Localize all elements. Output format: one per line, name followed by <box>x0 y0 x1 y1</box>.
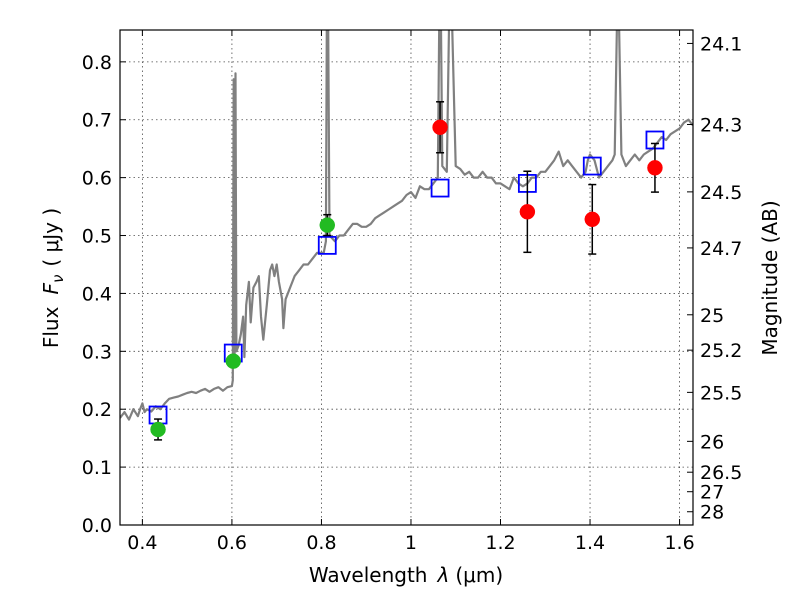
y2-tick-label: 24.7 <box>700 238 742 260</box>
y2-tick-label: 25.2 <box>700 340 742 362</box>
y-axis-label: FluxFν( μJy ) <box>39 208 67 348</box>
model-photometry-square <box>582 156 602 176</box>
observed-point <box>225 353 242 369</box>
model-photometry-square <box>317 235 337 255</box>
data-layer <box>120 30 693 441</box>
y2-tick-label: 24.1 <box>700 33 742 55</box>
x-tick-label: 0.6 <box>217 532 247 554</box>
y2-axis-label: Magnitude (AB) <box>758 200 782 355</box>
x-tick-label: 0.8 <box>306 532 336 554</box>
y2-tick-label: 24.3 <box>700 114 742 136</box>
x-tick-label: 1.6 <box>664 532 694 554</box>
y2-tick-label: 27 <box>700 482 724 504</box>
model-photometry-square <box>430 178 450 198</box>
y-tick-label: 0.8 <box>82 52 112 74</box>
y2-tick-label: 26.5 <box>700 462 742 484</box>
gridlines <box>120 30 693 526</box>
axis-ticks: 0.4 0.6 0.8 1 1.2 1.4 1.6 0.0 0.1 0.2 0.3 0.4 0.5 0.6… <box>82 30 742 554</box>
y-tick-label: 0.2 <box>82 399 112 421</box>
y-tick-label: 0.7 <box>82 110 112 132</box>
y-tick-label: 0.1 <box>82 457 112 479</box>
y-tick-label: 0.6 <box>82 168 112 190</box>
observed-point <box>584 211 601 228</box>
observed-point <box>150 421 166 438</box>
observed-point <box>647 160 663 176</box>
plot-frame <box>119 29 694 526</box>
plot-background <box>120 30 693 525</box>
x-tick-label: 0.4 <box>127 532 157 554</box>
x-tick-label: 1 <box>405 532 417 554</box>
observed-point <box>519 204 536 220</box>
x-tick-label: 1.4 <box>575 532 605 554</box>
y-tick-label: 0.3 <box>82 341 112 363</box>
observed-point <box>319 217 336 233</box>
y-tick-label: 0.4 <box>82 283 112 305</box>
y2-tick-label: 25.5 <box>700 382 742 404</box>
y2-tick-label: 28 <box>700 502 724 524</box>
observed-point <box>432 119 448 136</box>
y2-tick-label: 24.5 <box>700 182 742 204</box>
x-axis-label: Wavelength λ (μm) <box>309 563 503 587</box>
y2-tick-label: 25 <box>700 305 724 327</box>
y2-tick-label: 26 <box>700 431 724 453</box>
y-tick-label: 0.0 <box>82 515 112 537</box>
y-tick-label: 0.5 <box>82 226 112 248</box>
x-tick-label: 1.2 <box>485 532 515 554</box>
